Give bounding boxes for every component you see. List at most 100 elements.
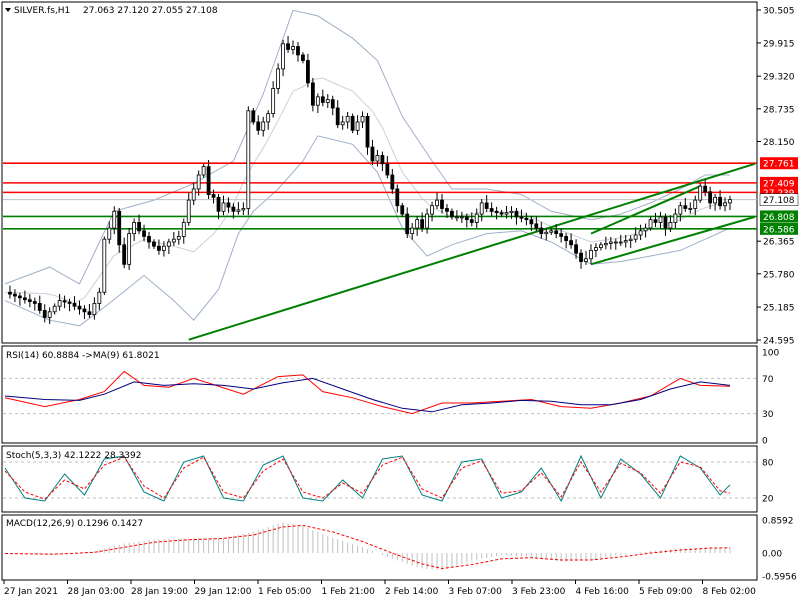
candle-body [206, 166, 211, 195]
candle-body [613, 241, 618, 244]
candle-body [549, 230, 554, 233]
candle-body [276, 68, 281, 89]
macd-header: MACD(12,26,9) 0.1296 0.1427 [6, 519, 143, 529]
candle-body [484, 202, 489, 209]
candle-body [603, 243, 608, 246]
stoch-series-1 [4, 456, 731, 500]
candle-body [186, 199, 191, 223]
candle-body [459, 216, 464, 219]
candle-body [8, 291, 12, 295]
candle-body [554, 230, 559, 235]
candle-body [142, 230, 146, 237]
candle-body [713, 196, 718, 204]
candle-body [221, 202, 226, 212]
dropdown-triangle-icon[interactable] [5, 8, 11, 12]
candle-body [618, 241, 623, 244]
candle-body [445, 208, 449, 212]
candle-body [579, 252, 583, 262]
trendline-1 [590, 215, 756, 266]
candle-body [425, 213, 429, 229]
candle-body [52, 305, 57, 313]
price-tick-label: 24.595 [763, 337, 795, 347]
candle-body [623, 240, 628, 243]
candle-body [569, 240, 573, 246]
candle-body [335, 107, 340, 126]
candle-body [301, 54, 305, 61]
candle-body [27, 299, 32, 302]
time-tick-label: 3 Feb 07:00 [449, 587, 503, 597]
candle-body [57, 300, 62, 307]
candle-body [653, 219, 658, 223]
candle-body [246, 110, 251, 209]
candle-body [320, 96, 325, 103]
price-tick-label: 30.505 [763, 7, 795, 17]
candle-body [360, 115, 365, 123]
candle-body [454, 216, 459, 219]
candle-body [469, 219, 474, 223]
candle-body [191, 188, 196, 201]
trendline-0 [188, 162, 756, 341]
time-tick-label: 8 Feb 02:00 [703, 587, 757, 597]
candle-body [137, 222, 141, 232]
candle-body [345, 115, 350, 123]
time-tick-label: 5 Feb 09:00 [639, 587, 693, 597]
panel-tick-label: 0 [762, 437, 768, 447]
macd-tick-label: 0.8592 [762, 517, 794, 527]
candle-body [673, 213, 678, 223]
candle-body [236, 209, 241, 212]
candle-body [529, 219, 534, 225]
time-tick-label: 28 Jan 03:00 [68, 587, 125, 597]
candle-body [440, 199, 444, 209]
level-price-tag-text: 27.761 [763, 160, 795, 170]
candle-body [127, 233, 132, 265]
candle-body [479, 202, 484, 215]
candle-body [400, 205, 405, 215]
stoch-panel-frame [1, 445, 758, 513]
panel-tick-label: 80 [762, 459, 774, 469]
panel-tick-label: 20 [762, 495, 774, 505]
candle-body [231, 206, 236, 212]
candle-body [390, 174, 395, 190]
trendlines [188, 162, 756, 341]
candle-body [211, 194, 216, 198]
price-tick-label: 25.185 [763, 304, 795, 314]
candle-body [499, 212, 504, 215]
candle-body [62, 300, 67, 303]
time-tick-label: 3 Feb 23:00 [512, 587, 566, 597]
candle-body [281, 43, 285, 70]
candle-body [216, 196, 221, 212]
trendline-2 [590, 185, 701, 235]
candle-body [72, 303, 77, 307]
candle-body [638, 230, 643, 236]
candle-body [380, 155, 385, 165]
candle-body [117, 210, 122, 246]
candle-body [718, 196, 722, 207]
candle-body [201, 166, 206, 176]
macd-tick-label: 0.00 [762, 550, 782, 560]
candle-body [256, 121, 261, 131]
candle-body [22, 297, 27, 301]
candle-body [166, 241, 171, 247]
candle-body [226, 202, 231, 208]
candle-body [350, 115, 355, 131]
price-tick-label: 29.320 [763, 73, 795, 83]
candle-body [698, 185, 703, 201]
candle-body [365, 115, 370, 148]
level-price-tag-text: 26.808 [763, 213, 795, 223]
candle-body [102, 238, 107, 293]
candle-body [524, 217, 529, 221]
candle-body [107, 227, 112, 240]
panel-tick-label: 30 [762, 410, 774, 420]
time-tick-label: 4 Feb 16:00 [576, 587, 630, 597]
level-price-tag [760, 157, 798, 170]
candle-body [608, 241, 613, 244]
candle-body [450, 210, 454, 218]
panel-tick-label: 100 [762, 349, 779, 359]
candle-body [539, 227, 544, 235]
candle-body [67, 301, 72, 304]
price-axis: 30.505 29.915 29.320 28.735 28.150 27.761 27.4… [757, 7, 799, 347]
candle-body [13, 293, 17, 297]
candle-body [325, 99, 330, 103]
panel-tick-label: 70 [762, 375, 774, 385]
